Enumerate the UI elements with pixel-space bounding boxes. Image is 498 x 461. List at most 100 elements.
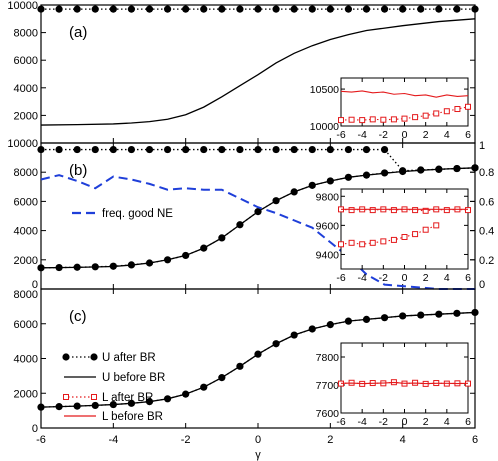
panel-c-series-0-point-24 bbox=[471, 308, 479, 317]
panel-a-series-0-point-9 bbox=[200, 5, 208, 13]
panel-b-series-0-point-10 bbox=[218, 145, 226, 154]
panel-a-y-tick-label-1: 4000 bbox=[14, 83, 38, 95]
panel-a-series-0-point-16 bbox=[326, 5, 334, 13]
panel-a-inset-x-tick-label-3: 0 bbox=[402, 129, 408, 141]
panel-a-series-0-point-4 bbox=[109, 5, 117, 13]
panel-b-inset-y-tick-label-1: 9600 bbox=[316, 220, 340, 232]
panel-c-inset-x-tick-label-3: 0 bbox=[402, 416, 408, 428]
panel-b-inset-x-tick-label-0: -6 bbox=[336, 272, 345, 284]
panel-a-series-0-point-7 bbox=[163, 5, 172, 13]
panel-c-series-1-line bbox=[40, 311, 476, 408]
panel-a-series-0-point-20 bbox=[399, 5, 407, 13]
panel-a-inset-series-1-point-0 bbox=[338, 117, 344, 124]
panel-a-inset-y-tick-label-1: 10500 bbox=[310, 84, 339, 96]
panel-b-y-tick-label-1: 2000 bbox=[14, 255, 38, 267]
panel-a-inset-series-1-point-10 bbox=[443, 108, 450, 115]
panel-a-inset-x-tick-label-2: -2 bbox=[379, 129, 388, 141]
panel-a-inset-series-1-point-8 bbox=[422, 112, 429, 119]
panel-b-inset-series-0-point-12 bbox=[465, 207, 471, 214]
legend-entry-0-label: U after BR bbox=[102, 352, 156, 364]
panel-c-inset-x-tick-label-6: 6 bbox=[465, 416, 471, 428]
panel-a-inset-series-1-point-7 bbox=[412, 114, 419, 121]
panel-b-y-tick-label-4: 8000 bbox=[14, 167, 38, 179]
panel-b-series-0-point-19 bbox=[380, 145, 389, 154]
panel-b-series-0-point-0 bbox=[37, 145, 45, 154]
panel-b-inset-y-tick-label-0: 9400 bbox=[316, 249, 340, 261]
panel-b-inset-series-0-point-1 bbox=[348, 207, 355, 214]
panel-a-inset-x-tick-label-5: 4 bbox=[444, 129, 450, 141]
panel-a-series-0-point-15 bbox=[308, 5, 316, 13]
legend-freq-good-ne-label: freq. good NE bbox=[102, 208, 173, 220]
panel-b-inset-y-tick-label-2: 9800 bbox=[316, 191, 340, 203]
panel-c-inset-series-1-line bbox=[340, 381, 469, 385]
legend-entry-2-label: L after BR bbox=[102, 392, 153, 404]
panel-a-inset-series-1-point-11 bbox=[454, 106, 461, 113]
panel-c-inset-frame bbox=[340, 342, 469, 414]
panel-b-y2-tick-label-0: 0 bbox=[479, 279, 485, 291]
legend-entry-2-marker-a bbox=[63, 394, 69, 400]
panel-a-series-0-point-2 bbox=[73, 5, 81, 13]
panel-a-series-0-point-21 bbox=[417, 5, 425, 13]
panel-c-x-tick-label-3: 0 bbox=[255, 434, 261, 446]
panel-a-label: (a) bbox=[69, 24, 87, 41]
panel-b-y2-tick-label-3: 0.6 bbox=[479, 196, 494, 208]
panel-b-y2-tick-label-4: 0.8 bbox=[479, 167, 494, 179]
panel-b-series-0-point-7 bbox=[163, 145, 172, 154]
panel-b-series-0-point-1 bbox=[55, 145, 63, 154]
panel-c-x-tick-label-0: -6 bbox=[36, 434, 46, 446]
panel-b-inset-x-tick-label-3: 0 bbox=[402, 272, 408, 284]
panel-b-series-0-point-13 bbox=[272, 145, 280, 154]
panel-a-series-0-point-1 bbox=[55, 5, 63, 13]
panel-b-inset-series-0-point-7 bbox=[412, 207, 419, 214]
panel-c-inset-x-tick-label-0: -6 bbox=[336, 416, 345, 428]
panel-b-series-0-point-12 bbox=[254, 145, 262, 154]
panel-b-y2-tick-label-2: 0.4 bbox=[479, 226, 494, 238]
panel-a-y-tick-label-0: 2000 bbox=[14, 110, 38, 122]
panel-b-series-0-point-8 bbox=[182, 145, 190, 154]
panel-c-inset-x-tick-label-2: -2 bbox=[379, 416, 388, 428]
panel-b-series-0-point-11 bbox=[236, 145, 244, 154]
panel-a-inset-series-1-point-6 bbox=[401, 115, 408, 122]
panel-b-y-tick-label-5: 10000 bbox=[7, 138, 38, 150]
panel-c-inset-y-tick-label-1: 7700 bbox=[316, 380, 340, 392]
panel-b-inset-series-1-point-6 bbox=[401, 234, 408, 240]
panel-b-inset-series-1-point-4 bbox=[380, 238, 387, 245]
panel-b-inset-x-tick-label-6: 6 bbox=[465, 272, 471, 284]
panel-b-y2-tick-label-1: 0.2 bbox=[479, 255, 494, 267]
panel-b-inset-x-tick-label-1: -4 bbox=[357, 272, 366, 284]
panel-a-series-0-point-14 bbox=[290, 5, 298, 13]
panel-a-y-tick-label-2: 6000 bbox=[14, 55, 38, 67]
panel-a-inset-series-0-line bbox=[340, 90, 469, 98]
panel-c-x-tick-label-5: 4 bbox=[400, 434, 406, 446]
panel-a-series-0-point-18 bbox=[362, 5, 371, 13]
panel-a-series-0-point-24 bbox=[471, 5, 479, 13]
panel-b-series-0-point-17 bbox=[344, 145, 353, 154]
panel-c-x-axis-label: γ bbox=[255, 449, 261, 461]
panel-b-series-0-point-16 bbox=[326, 145, 334, 154]
panel-b-series-0-point-2 bbox=[73, 145, 81, 154]
panel-a-inset-series-1-point-12 bbox=[465, 103, 471, 110]
panel-a-inset-series-1-point-3 bbox=[369, 116, 376, 123]
panel-c-y-tick-label-3: 6000 bbox=[14, 319, 38, 331]
panel-a-inset-x-tick-label-4: 2 bbox=[423, 129, 429, 141]
panel-c-x-tick-label-6: 6 bbox=[472, 434, 478, 446]
panel-a-inset-series-1-point-4 bbox=[380, 116, 387, 123]
panel-b-series-0-point-9 bbox=[200, 145, 208, 154]
panel-c-y-tick-label-1: 2000 bbox=[14, 388, 38, 400]
panel-a-series-0-point-11 bbox=[236, 5, 244, 13]
panel-a-series-0-point-12 bbox=[254, 5, 262, 13]
panel-b-series-0-point-4 bbox=[109, 145, 117, 154]
legend-entry-0-marker-b bbox=[90, 353, 98, 361]
panel-c-y-tick-label-2: 4000 bbox=[14, 354, 38, 366]
panel-a-series-0-point-10 bbox=[218, 5, 226, 13]
panel-b-y-tick-label-0: 0 bbox=[32, 279, 38, 291]
panel-a-y-tick-label-4: 10000 bbox=[7, 0, 38, 12]
legend-entry-3-label: L before BR bbox=[102, 411, 163, 423]
panel-b-inset-x-tick-label-2: -2 bbox=[379, 272, 388, 284]
panel-b-y-tick-label-3: 6000 bbox=[14, 196, 38, 208]
panel-b-label: (b) bbox=[69, 162, 87, 179]
legend-entry-0-marker-a bbox=[62, 353, 70, 361]
panel-b-y2-tick-label-5: 1 bbox=[479, 140, 485, 152]
panel-b-inset-series-1-point-5 bbox=[390, 236, 397, 243]
